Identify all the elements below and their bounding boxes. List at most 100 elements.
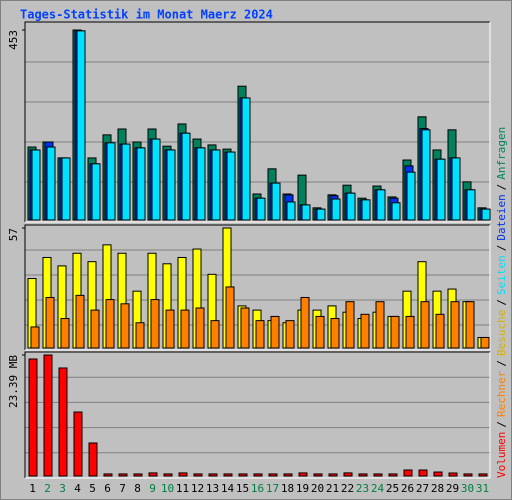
y-tick-label: 23.39 MB (7, 355, 20, 408)
bar (360, 313, 370, 349)
bar (178, 472, 188, 477)
bar (208, 473, 218, 477)
bar (226, 151, 236, 221)
bar (448, 472, 458, 477)
bar (210, 320, 220, 349)
x-tick-label: 21 (326, 482, 339, 495)
chart-title: Tages-Statistik im Monat Maerz 2024 (20, 8, 273, 22)
x-tick-label: 25 (386, 482, 399, 495)
panel-edge (25, 225, 491, 351)
bar (480, 336, 490, 349)
x-tick-label: 13 (206, 482, 219, 495)
bar (75, 294, 85, 349)
x-tick-label: 22 (341, 482, 354, 495)
bar (373, 473, 383, 477)
x-tick-label: 3 (59, 482, 66, 495)
legend-separator: / (495, 421, 508, 428)
bar (193, 473, 203, 477)
bar (148, 472, 158, 477)
legend-entry: Rechner (495, 370, 508, 417)
bar (283, 473, 293, 477)
bar (466, 189, 476, 221)
bar (76, 30, 86, 221)
bar (211, 149, 221, 221)
bar (268, 473, 278, 477)
bar (195, 307, 205, 349)
x-tick-label: 26 (401, 482, 414, 495)
bar (270, 315, 280, 349)
bar (255, 320, 265, 349)
legend-entry: Volumen (495, 432, 508, 478)
bar (435, 313, 445, 349)
bar (420, 301, 430, 349)
bar (43, 354, 53, 477)
bar (223, 473, 233, 477)
x-tick-label: 20 (311, 482, 324, 495)
bar (418, 469, 428, 477)
panel-edge (24, 351, 490, 478)
x-tick-label: 9 (149, 482, 156, 495)
bar (405, 315, 415, 349)
bar (316, 208, 326, 221)
bar (181, 132, 191, 221)
panel-edge (24, 21, 490, 222)
bar (165, 309, 175, 349)
panel-edge (25, 22, 491, 223)
bar (376, 189, 386, 221)
bar (391, 202, 401, 221)
bar (31, 149, 41, 221)
legend-entry: Seiten (495, 255, 508, 295)
bar (180, 309, 190, 349)
legend-separator: / (495, 360, 508, 367)
bar (421, 129, 431, 221)
x-tick-label: 17 (266, 482, 279, 495)
x-tick-label: 5 (89, 482, 96, 495)
bar (330, 318, 340, 349)
bar (253, 473, 263, 477)
bar (256, 197, 266, 221)
bar (28, 358, 38, 477)
bar (478, 473, 488, 477)
x-tick-label: 10 (161, 482, 174, 495)
bar (136, 147, 146, 221)
x-tick-label: 28 (431, 482, 444, 495)
x-tick-label: 4 (74, 482, 81, 495)
bar (135, 322, 145, 349)
x-tick-label: 30 (461, 482, 474, 495)
x-tick-label: 6 (104, 482, 111, 495)
x-tick-label: 1 (29, 482, 36, 495)
bar (271, 182, 281, 221)
bar (118, 473, 128, 477)
x-tick-label: 7 (119, 482, 126, 495)
x-tick-label: 19 (296, 482, 309, 495)
legend-separator: / (495, 184, 508, 191)
bar (313, 473, 323, 477)
bar (88, 442, 98, 477)
bar (481, 208, 491, 221)
bar (241, 97, 251, 221)
legend-entry: Besuche (495, 310, 508, 356)
panel-edge (25, 352, 491, 479)
bar (298, 472, 308, 477)
x-tick-label: 12 (191, 482, 204, 495)
x-tick-label: 11 (176, 482, 189, 495)
bar (121, 143, 131, 221)
bar (90, 309, 100, 349)
bar (406, 171, 416, 221)
bar (163, 473, 173, 477)
bar (103, 473, 113, 477)
bar (403, 469, 413, 477)
x-tick-label: 18 (281, 482, 294, 495)
x-tick-label: 29 (446, 482, 459, 495)
bar (91, 163, 101, 221)
bar (105, 299, 115, 349)
bar (433, 471, 443, 477)
x-tick-label: 14 (221, 482, 235, 495)
bar (331, 198, 341, 221)
bar (61, 157, 71, 221)
legend-separator: / (495, 245, 508, 252)
x-tick-label: 23 (356, 482, 369, 495)
bar (300, 296, 310, 349)
bar (106, 142, 116, 221)
